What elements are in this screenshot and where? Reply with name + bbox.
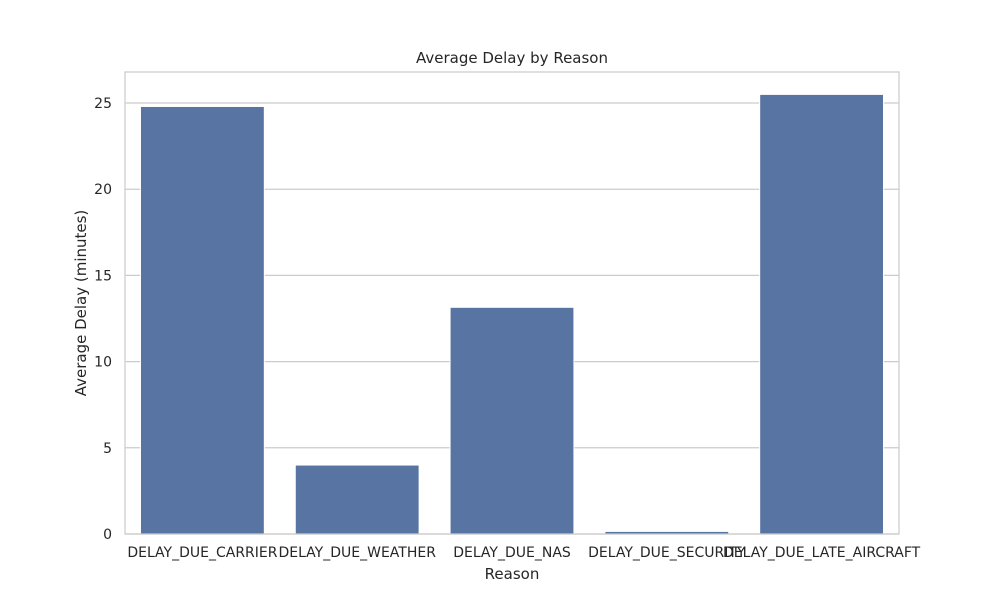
- y-tick-label: 10: [94, 355, 112, 371]
- x-tick-label: DELAY_DUE_LATE_AIRCRAFT: [723, 545, 921, 561]
- y-axis-label: Average Delay (minutes): [72, 210, 90, 397]
- y-tick-label: 25: [94, 96, 112, 112]
- bars: [139, 93, 885, 535]
- x-tick-label: DELAY_DUE_WEATHER: [278, 545, 436, 561]
- x-tick-label: DELAY_DUE_CARRIER: [127, 545, 277, 561]
- bar-delay-due-weather: [294, 464, 420, 535]
- bar-delay-due-late-aircraft: [759, 93, 885, 535]
- plot-frame: [124, 71, 900, 535]
- x-tick-label: DELAY_DUE_SECURITY: [588, 545, 746, 561]
- x-axis-label: Reason: [485, 565, 540, 583]
- y-tick-label: 20: [94, 182, 112, 198]
- bar-delay-due-nas: [449, 306, 575, 535]
- x-tick-labels: DELAY_DUE_CARRIER DELAY_DUE_WEATHER DELAY_…: [127, 545, 920, 561]
- y-tick-label: 5: [103, 441, 112, 457]
- bar-delay-due-carrier: [139, 105, 265, 535]
- y-tick-label: 15: [94, 268, 112, 284]
- chart-title: Average Delay by Reason: [416, 49, 608, 67]
- y-tick-labels: 0 5 10 15 20 25: [94, 96, 112, 543]
- y-tick-label: 0: [103, 527, 112, 543]
- x-tick-label: DELAY_DUE_NAS: [453, 545, 571, 561]
